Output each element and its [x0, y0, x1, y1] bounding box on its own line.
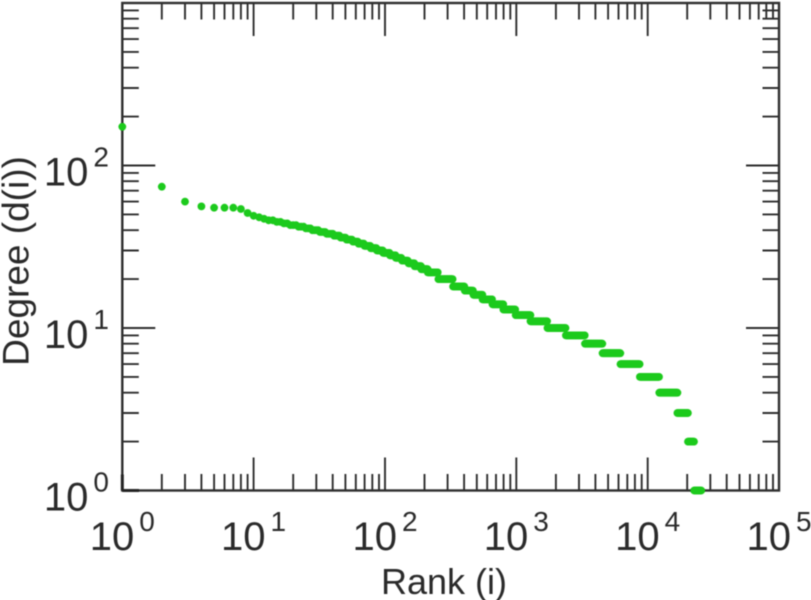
svg-text:105: 10 5 [746, 506, 811, 559]
svg-text:102: 10 2 [44, 142, 109, 195]
svg-text:102: 10 2 [352, 506, 417, 559]
svg-text:104: 10 4 [615, 506, 680, 559]
svg-text:Rank (i): Rank (i) [381, 561, 507, 600]
svg-text:100: 10 0 [90, 506, 155, 559]
svg-text:101: 10 1 [221, 506, 286, 559]
svg-text:100: 10 0 [44, 467, 109, 520]
svg-text:Degree (d(i)): Degree (d(i)) [0, 156, 37, 366]
svg-text:103: 10 3 [484, 506, 549, 559]
svg-text:101: 10 1 [44, 304, 109, 357]
